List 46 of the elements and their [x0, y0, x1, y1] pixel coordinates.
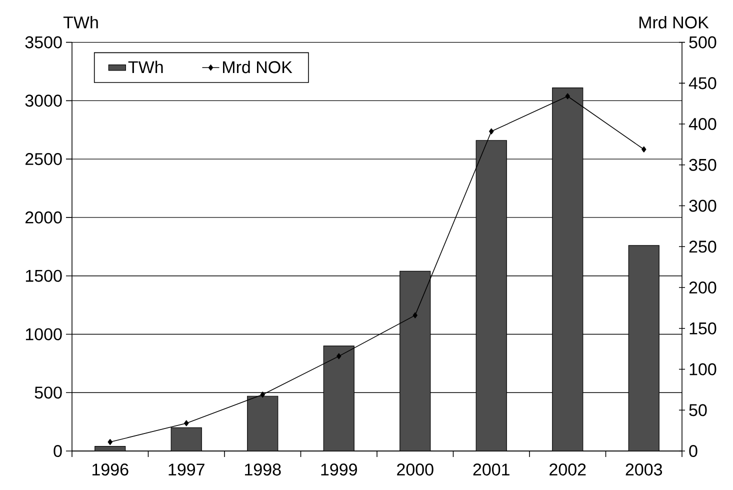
bar: [170, 427, 202, 451]
point: [108, 439, 112, 446]
x-tick-label: 1998: [245, 464, 281, 476]
y-tick-label: 1000: [26, 328, 62, 340]
y2-axis-title: Mrd NOK: [639, 16, 709, 28]
point: [260, 392, 265, 398]
x-tick-label: 1999: [321, 464, 357, 476]
point: [184, 420, 189, 426]
bar: [400, 270, 431, 451]
y2-tick-label: 350: [689, 158, 716, 171]
x-tick-label: 2003: [626, 464, 662, 476]
bar: [552, 88, 584, 451]
y2-tick-label: 0: [689, 444, 698, 458]
x-tick-label: 1996: [92, 464, 128, 476]
legend-label: TWh: [128, 60, 163, 74]
y-tick-label: 0: [54, 444, 62, 458]
y-tick-label: 1500: [26, 270, 62, 282]
point: [642, 146, 646, 152]
y2-tick-label: 300: [689, 200, 716, 212]
point: [565, 93, 570, 100]
y-tick-label: 2000: [26, 211, 62, 224]
y2-tick-label: 50: [689, 404, 707, 416]
y2-tick-label: 100: [690, 363, 716, 376]
x-tick-label: 1997: [168, 464, 204, 476]
y-tick-label: 3500: [25, 36, 62, 48]
y2-tick-label: 150: [690, 322, 716, 334]
point: [412, 312, 418, 318]
y-tick-label: 2500: [26, 153, 62, 166]
y-axis-title: TWh: [63, 16, 98, 28]
y2-tick-label: 450: [688, 77, 716, 90]
bar: [628, 245, 660, 451]
y2-tick-label: 200: [689, 281, 716, 294]
bar: [247, 396, 278, 451]
x-tick-label: 2002: [550, 464, 586, 476]
y2-tick-label: 400: [688, 118, 716, 130]
bar: [476, 140, 507, 451]
point: [489, 128, 494, 134]
bar: [323, 346, 354, 451]
y-tick-label: 3000: [25, 94, 62, 107]
y-tick-label: 500: [34, 386, 62, 399]
x-tick-label: 2000: [397, 464, 434, 476]
x-tick-label: 2001: [473, 464, 510, 476]
legend-label: Mrd NOK: [223, 60, 292, 74]
y2-tick-label: 500: [689, 36, 716, 48]
point: [336, 353, 342, 360]
y2-tick-label: 250: [689, 240, 716, 253]
